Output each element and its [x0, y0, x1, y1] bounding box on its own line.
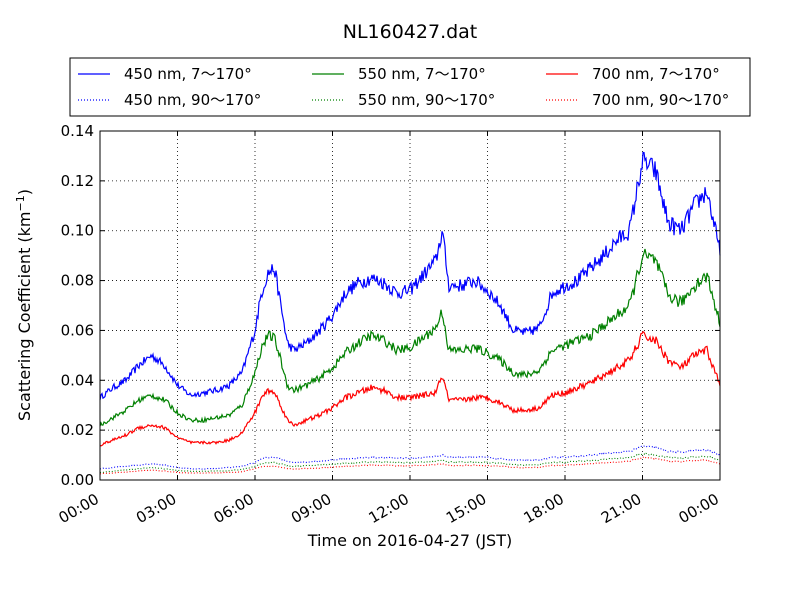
legend-label-3: 550 nm, 7～170°	[358, 65, 486, 83]
grid	[100, 131, 720, 480]
series-line-5	[99, 331, 721, 447]
legend-frame	[69, 57, 751, 117]
y-tick-label: 0.08	[61, 272, 94, 290]
y-axis-label-unit-exponent: −1	[14, 195, 27, 211]
x-tick-label: 18:00	[521, 490, 567, 527]
y-axis-label-text: Scattering Coefficient (km	[15, 211, 34, 421]
legend-label-1: 450 nm, 7～170°	[124, 65, 252, 83]
y-tick-label: 0.14	[61, 122, 94, 140]
y-tick-label: 0.06	[61, 321, 94, 339]
legend-label-2: 450 nm, 90～170°	[124, 91, 261, 109]
legend-label-5: 700 nm, 7～170°	[592, 65, 720, 83]
series-group	[99, 151, 721, 475]
y-axis: 0.00 0.02 0.04 0.06 0.08 0.10 0.12 0.14	[61, 122, 720, 489]
x-tick-label: 15:00	[443, 490, 489, 527]
legend: 450 nm, 7～170° 550 nm, 7～170° 700 nm, 7～17…	[69, 57, 751, 117]
x-tick-label: 03:00	[133, 490, 179, 527]
x-tick-label: 06:00	[211, 490, 257, 527]
y-tick-label: 0.10	[61, 222, 94, 240]
y-tick-label: 0.04	[61, 371, 94, 389]
y-tick-label: 0.02	[61, 421, 94, 439]
legend-label-6: 700 nm, 90～170°	[592, 91, 729, 109]
series-line-4	[99, 452, 721, 474]
y-axis-label-close: )	[15, 189, 34, 195]
series-line-2	[99, 445, 721, 470]
x-tick-label: 12:00	[366, 490, 412, 527]
y-axis-label: Scattering Coefficient (km−1)	[14, 189, 34, 421]
series-line-6	[99, 456, 721, 475]
y-tick-label: 0.00	[61, 471, 94, 489]
x-tick-label: 09:00	[288, 490, 334, 527]
x-tick-label: 21:00	[598, 490, 644, 527]
series-line-1	[99, 151, 721, 401]
x-axis-label: Time on 2016-04-27 (JST)	[307, 531, 512, 550]
legend-label-4: 550 nm, 90～170°	[358, 91, 495, 109]
chart-title: NL160427.dat	[343, 21, 478, 43]
y-tick-label: 0.12	[61, 172, 94, 190]
x-tick-label: 00:00	[676, 490, 722, 527]
series-line-3	[99, 248, 721, 427]
x-tick-label: 00:00	[56, 490, 102, 527]
